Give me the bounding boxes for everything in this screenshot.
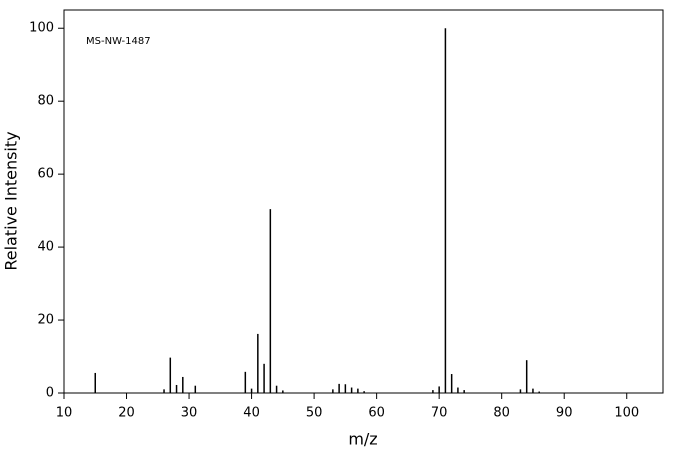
annotation: MS-NW-1487 <box>86 36 151 47</box>
y-tick-label: 0 <box>46 386 54 401</box>
x-tick-label: 20 <box>118 406 135 421</box>
x-axis-label: m/z <box>348 430 377 449</box>
x-tick-label: 40 <box>243 406 260 421</box>
x-tick-label: 30 <box>181 406 198 421</box>
plot-frame <box>63 9 664 394</box>
x-tick-label: 60 <box>368 406 385 421</box>
x-tick-label: 10 <box>56 406 73 421</box>
x-tick-label: 100 <box>614 406 639 421</box>
x-tick-label: 50 <box>306 406 323 421</box>
y-axis-label: Relative Intensity <box>2 131 21 270</box>
y-tick-label: 100 <box>29 21 54 36</box>
y-tick-label: 60 <box>37 167 54 182</box>
x-tick-label: 80 <box>493 406 510 421</box>
y-tick-label: 20 <box>37 313 54 328</box>
x-tick-label: 90 <box>556 406 573 421</box>
y-tick-label: 40 <box>37 240 54 255</box>
y-tick-label: 80 <box>37 94 54 109</box>
x-tick-label: 70 <box>431 406 448 421</box>
